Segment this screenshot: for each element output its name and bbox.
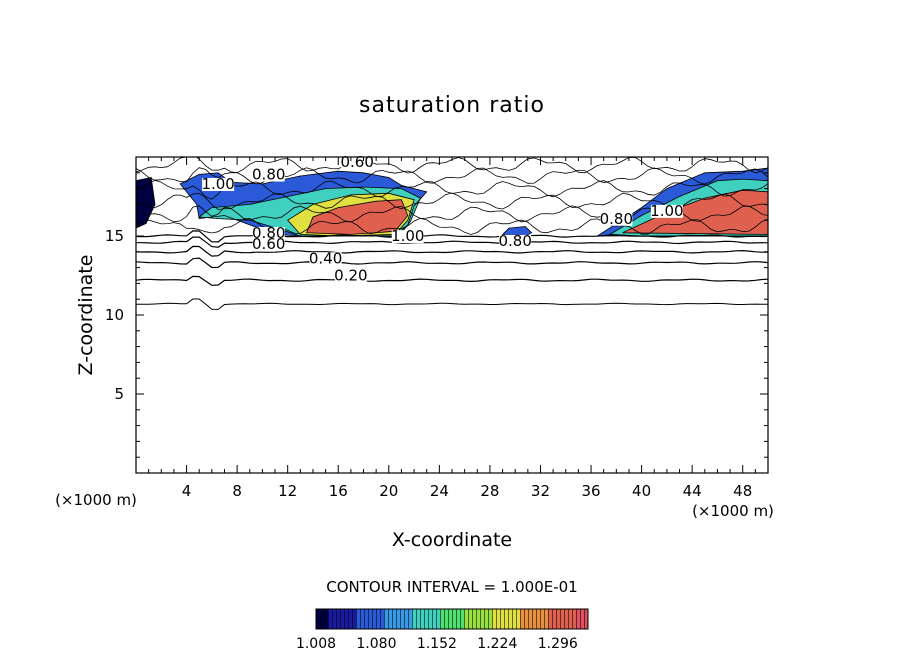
colorbar-frame [315, 608, 589, 630]
contour-label: 0.80 [600, 210, 633, 228]
contour-label: 0.40 [309, 249, 342, 267]
contour-line [136, 230, 768, 243]
contour-line [136, 167, 768, 185]
colorbar-tick-label: 1.080 [356, 636, 396, 652]
x-axis-label: X-coordinate [392, 529, 512, 551]
contour-label-bg [600, 212, 633, 226]
x-tick-label: 24 [430, 482, 449, 500]
contour-label-bg [202, 178, 235, 192]
y-axis-label: Z-coordinate [75, 255, 97, 376]
contour-lines-layer [136, 157, 768, 310]
contour-label-bg [391, 230, 424, 244]
contour-line [287, 192, 415, 237]
contour-line [198, 186, 421, 237]
x-unit-left: (×1000 m) [55, 491, 137, 509]
x-tick-label: 28 [480, 482, 499, 500]
contour-label-bg [334, 269, 367, 283]
colorbar-tick-label: 1.296 [538, 636, 578, 652]
colorbar-tick-labels: 1.008 1.080 1.152 1.224 1.296 [296, 636, 578, 652]
contour-line [136, 192, 768, 210]
x-tick-label: 16 [329, 482, 348, 500]
contour-label-bg [499, 234, 532, 248]
contour-label: 1.00 [650, 202, 683, 220]
x-tick-label: 40 [632, 482, 651, 500]
contour-label: 0.80 [252, 166, 285, 184]
contour-label: 0.60 [340, 153, 373, 171]
contour-label-bg [650, 204, 683, 218]
x-tick-label: 4 [182, 482, 192, 500]
x-tick-label: 8 [232, 482, 242, 500]
contour-line [179, 170, 428, 237]
x-tick-label: 32 [531, 482, 550, 500]
contour-label: 1.00 [391, 227, 424, 245]
contour-line [136, 257, 768, 269]
colorbar-tick-label: 1.224 [477, 636, 517, 652]
contour-label-bg [309, 252, 342, 266]
contour-label-bg [252, 227, 285, 240]
supersaturated-region [136, 177, 155, 229]
contour-label-bg [341, 155, 374, 169]
x-tick-label: 20 [379, 482, 398, 500]
colorbar-tick-label: 1.152 [417, 636, 457, 652]
y-tick-label: 10 [105, 306, 124, 324]
supersaturated-region [622, 190, 768, 235]
x-tick-label: 48 [733, 482, 752, 500]
y-tick-label: 5 [114, 385, 124, 403]
contour-label: 1.00 [201, 175, 234, 193]
contour-line [306, 199, 409, 235]
x-tick-label: 44 [683, 482, 702, 500]
y-axis-ticks: 5 10 15 [105, 172, 768, 458]
contour-line [596, 167, 768, 237]
x-axis-ticks: 4 8 12 16 20 24 28 32 36 40 44 48 [148, 157, 756, 500]
x-tick-label: 12 [278, 482, 297, 500]
contour-label: 0.80 [252, 224, 285, 242]
contour-label-bg [252, 168, 285, 182]
chart-title: saturation ratio [359, 93, 545, 118]
contour-label: 0.60 [252, 235, 285, 253]
contour-line [136, 217, 768, 235]
contour-line [136, 298, 768, 310]
contour-label-bg [252, 238, 285, 252]
x-tick-label: 36 [581, 482, 600, 500]
contour-line [136, 275, 768, 286]
supersaturated-region [306, 199, 408, 235]
contour-line [136, 179, 768, 200]
contour-label: 0.80 [498, 232, 531, 250]
contour-interval-text: CONTOUR INTERVAL = 1.000E-01 [326, 578, 577, 596]
colorbar [315, 608, 589, 630]
colorbar-tick-label: 1.008 [296, 636, 336, 652]
contour-line [136, 236, 768, 248]
y-tick-label: 15 [105, 227, 124, 245]
contour-line [136, 245, 768, 257]
x-unit-right: (×1000 m) [692, 502, 774, 520]
contour-label: 0.20 [334, 267, 367, 285]
